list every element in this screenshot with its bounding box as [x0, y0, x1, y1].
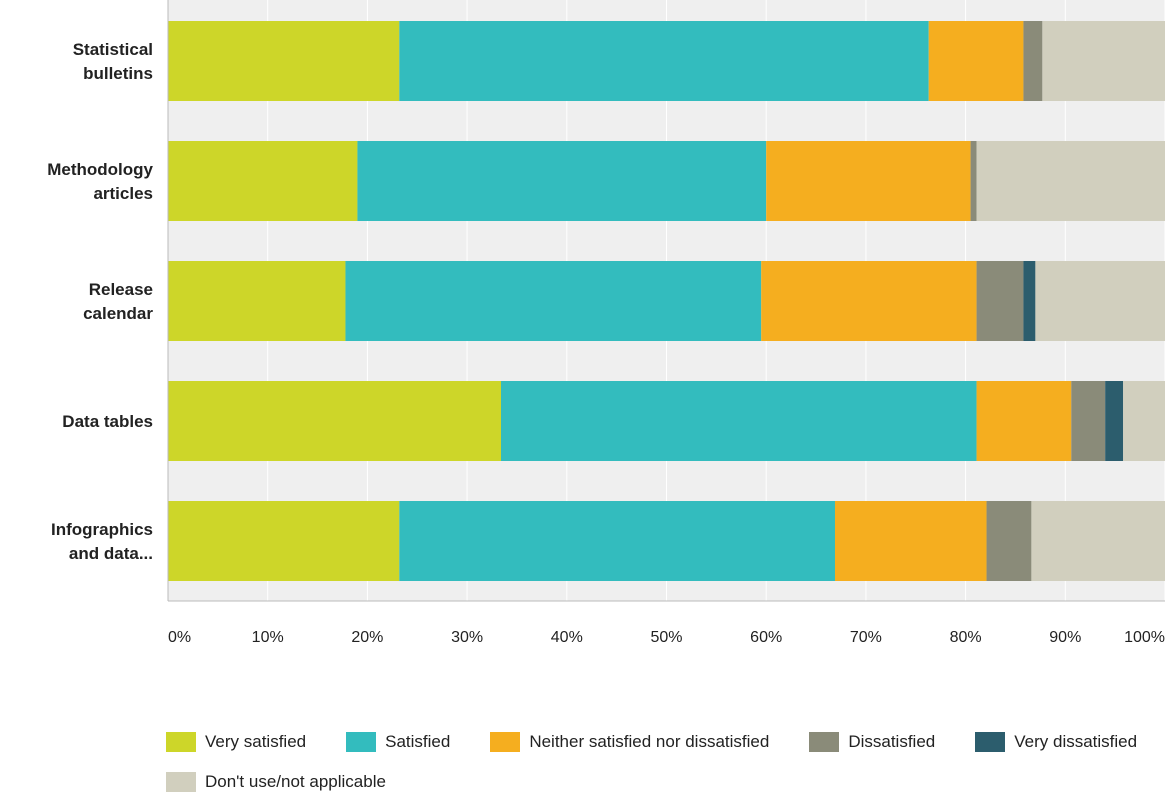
bar-segment-neither-satisfied-nor-dissatisfied[interactable]	[929, 21, 1024, 101]
legend-item-satisfied[interactable]: Satisfied	[346, 730, 450, 754]
bar-segment-satisfied[interactable]	[345, 261, 761, 341]
bar-segment-dissatisfied[interactable]	[977, 261, 1024, 341]
legend-swatch	[490, 732, 520, 752]
legend-swatch	[809, 732, 839, 752]
bar-segment-very-satisfied[interactable]	[168, 501, 399, 581]
bar-segment-don-t-use-not-applicable[interactable]	[1031, 501, 1165, 581]
tick-labels: 0% 10% 20% 30% 40% 50% 60% 70% 80% 90% 100%	[168, 629, 1165, 646]
x-tick-label: 10%	[252, 629, 284, 646]
category-label: Methodology articles	[47, 160, 153, 203]
legend-swatch	[166, 732, 196, 752]
bar-segment-very-satisfied[interactable]	[168, 381, 501, 461]
bar-segment-very-dissatisfied[interactable]	[1023, 261, 1035, 341]
bar-segment-very-satisfied[interactable]	[168, 141, 357, 221]
x-tick-label: 70%	[850, 629, 882, 646]
bar-segment-don-t-use-not-applicable[interactable]	[1123, 381, 1165, 461]
bar-segment-satisfied[interactable]	[399, 21, 928, 101]
legend-swatch	[166, 772, 196, 792]
bar-segment-satisfied[interactable]	[357, 141, 766, 221]
category-labels: Statistical bulletins Methodology articles R…	[47, 40, 153, 563]
bar-segment-neither-satisfied-nor-dissatisfied[interactable]	[835, 501, 987, 581]
bar-segment-dissatisfied[interactable]	[1071, 381, 1105, 461]
bar-segment-don-t-use-not-applicable[interactable]	[1042, 21, 1165, 101]
x-tick-label: 90%	[1049, 629, 1081, 646]
bar-segment-very-dissatisfied[interactable]	[1105, 381, 1123, 461]
legend: Very satisfied Satisfied Neither satisfied…	[166, 730, 1156, 794]
legend-label: Neither satisfied nor dissatisfied	[529, 732, 769, 752]
bar-segment-neither-satisfied-nor-dissatisfied[interactable]	[766, 141, 970, 221]
legend-swatch	[975, 732, 1005, 752]
x-tick-label: 20%	[351, 629, 383, 646]
legend-label: Don't use/not applicable	[205, 772, 386, 792]
legend-item-dissatisfied[interactable]: Dissatisfied	[809, 730, 935, 754]
legend-label: Very dissatisfied	[1014, 732, 1137, 752]
legend-label: Dissatisfied	[848, 732, 935, 752]
x-tick-label: 60%	[750, 629, 782, 646]
category-label: Statistical bulletins	[73, 40, 153, 83]
x-tick-label: 0%	[168, 629, 191, 646]
x-tick-label: 30%	[451, 629, 483, 646]
bar-segment-neither-satisfied-nor-dissatisfied[interactable]	[977, 381, 1072, 461]
x-tick-label: 80%	[950, 629, 982, 646]
bar-segment-satisfied[interactable]	[501, 381, 977, 461]
category-label: Release calendar	[83, 280, 153, 323]
bar-segment-very-satisfied[interactable]	[168, 21, 399, 101]
legend-item-very-satisfied[interactable]: Very satisfied	[166, 730, 306, 754]
bar-segment-very-satisfied[interactable]	[168, 261, 345, 341]
category-label: Infographics and data...	[51, 520, 153, 563]
category-label: Data tables	[62, 412, 153, 431]
bar-segment-don-t-use-not-applicable[interactable]	[977, 141, 1165, 221]
legend-label: Very satisfied	[205, 732, 306, 752]
legend-item-don-t-use-not-applicable[interactable]: Don't use/not applicable	[166, 770, 386, 794]
bar-segment-dissatisfied[interactable]	[987, 501, 1032, 581]
x-tick-label: 100%	[1124, 629, 1165, 646]
bar-segment-satisfied[interactable]	[399, 501, 835, 581]
legend-label: Satisfied	[385, 732, 450, 752]
bar-segment-neither-satisfied-nor-dissatisfied[interactable]	[761, 261, 976, 341]
bar-segment-dissatisfied[interactable]	[971, 141, 977, 221]
legend-swatch	[346, 732, 376, 752]
bar-segment-don-t-use-not-applicable[interactable]	[1035, 261, 1165, 341]
x-tick-label: 40%	[551, 629, 583, 646]
legend-item-neither-satisfied-nor-dissatisfied[interactable]: Neither satisfied nor dissatisfied	[490, 730, 769, 754]
bar-segment-dissatisfied[interactable]	[1023, 21, 1042, 101]
legend-item-very-dissatisfied[interactable]: Very dissatisfied	[975, 730, 1137, 754]
x-tick-label: 50%	[650, 629, 682, 646]
